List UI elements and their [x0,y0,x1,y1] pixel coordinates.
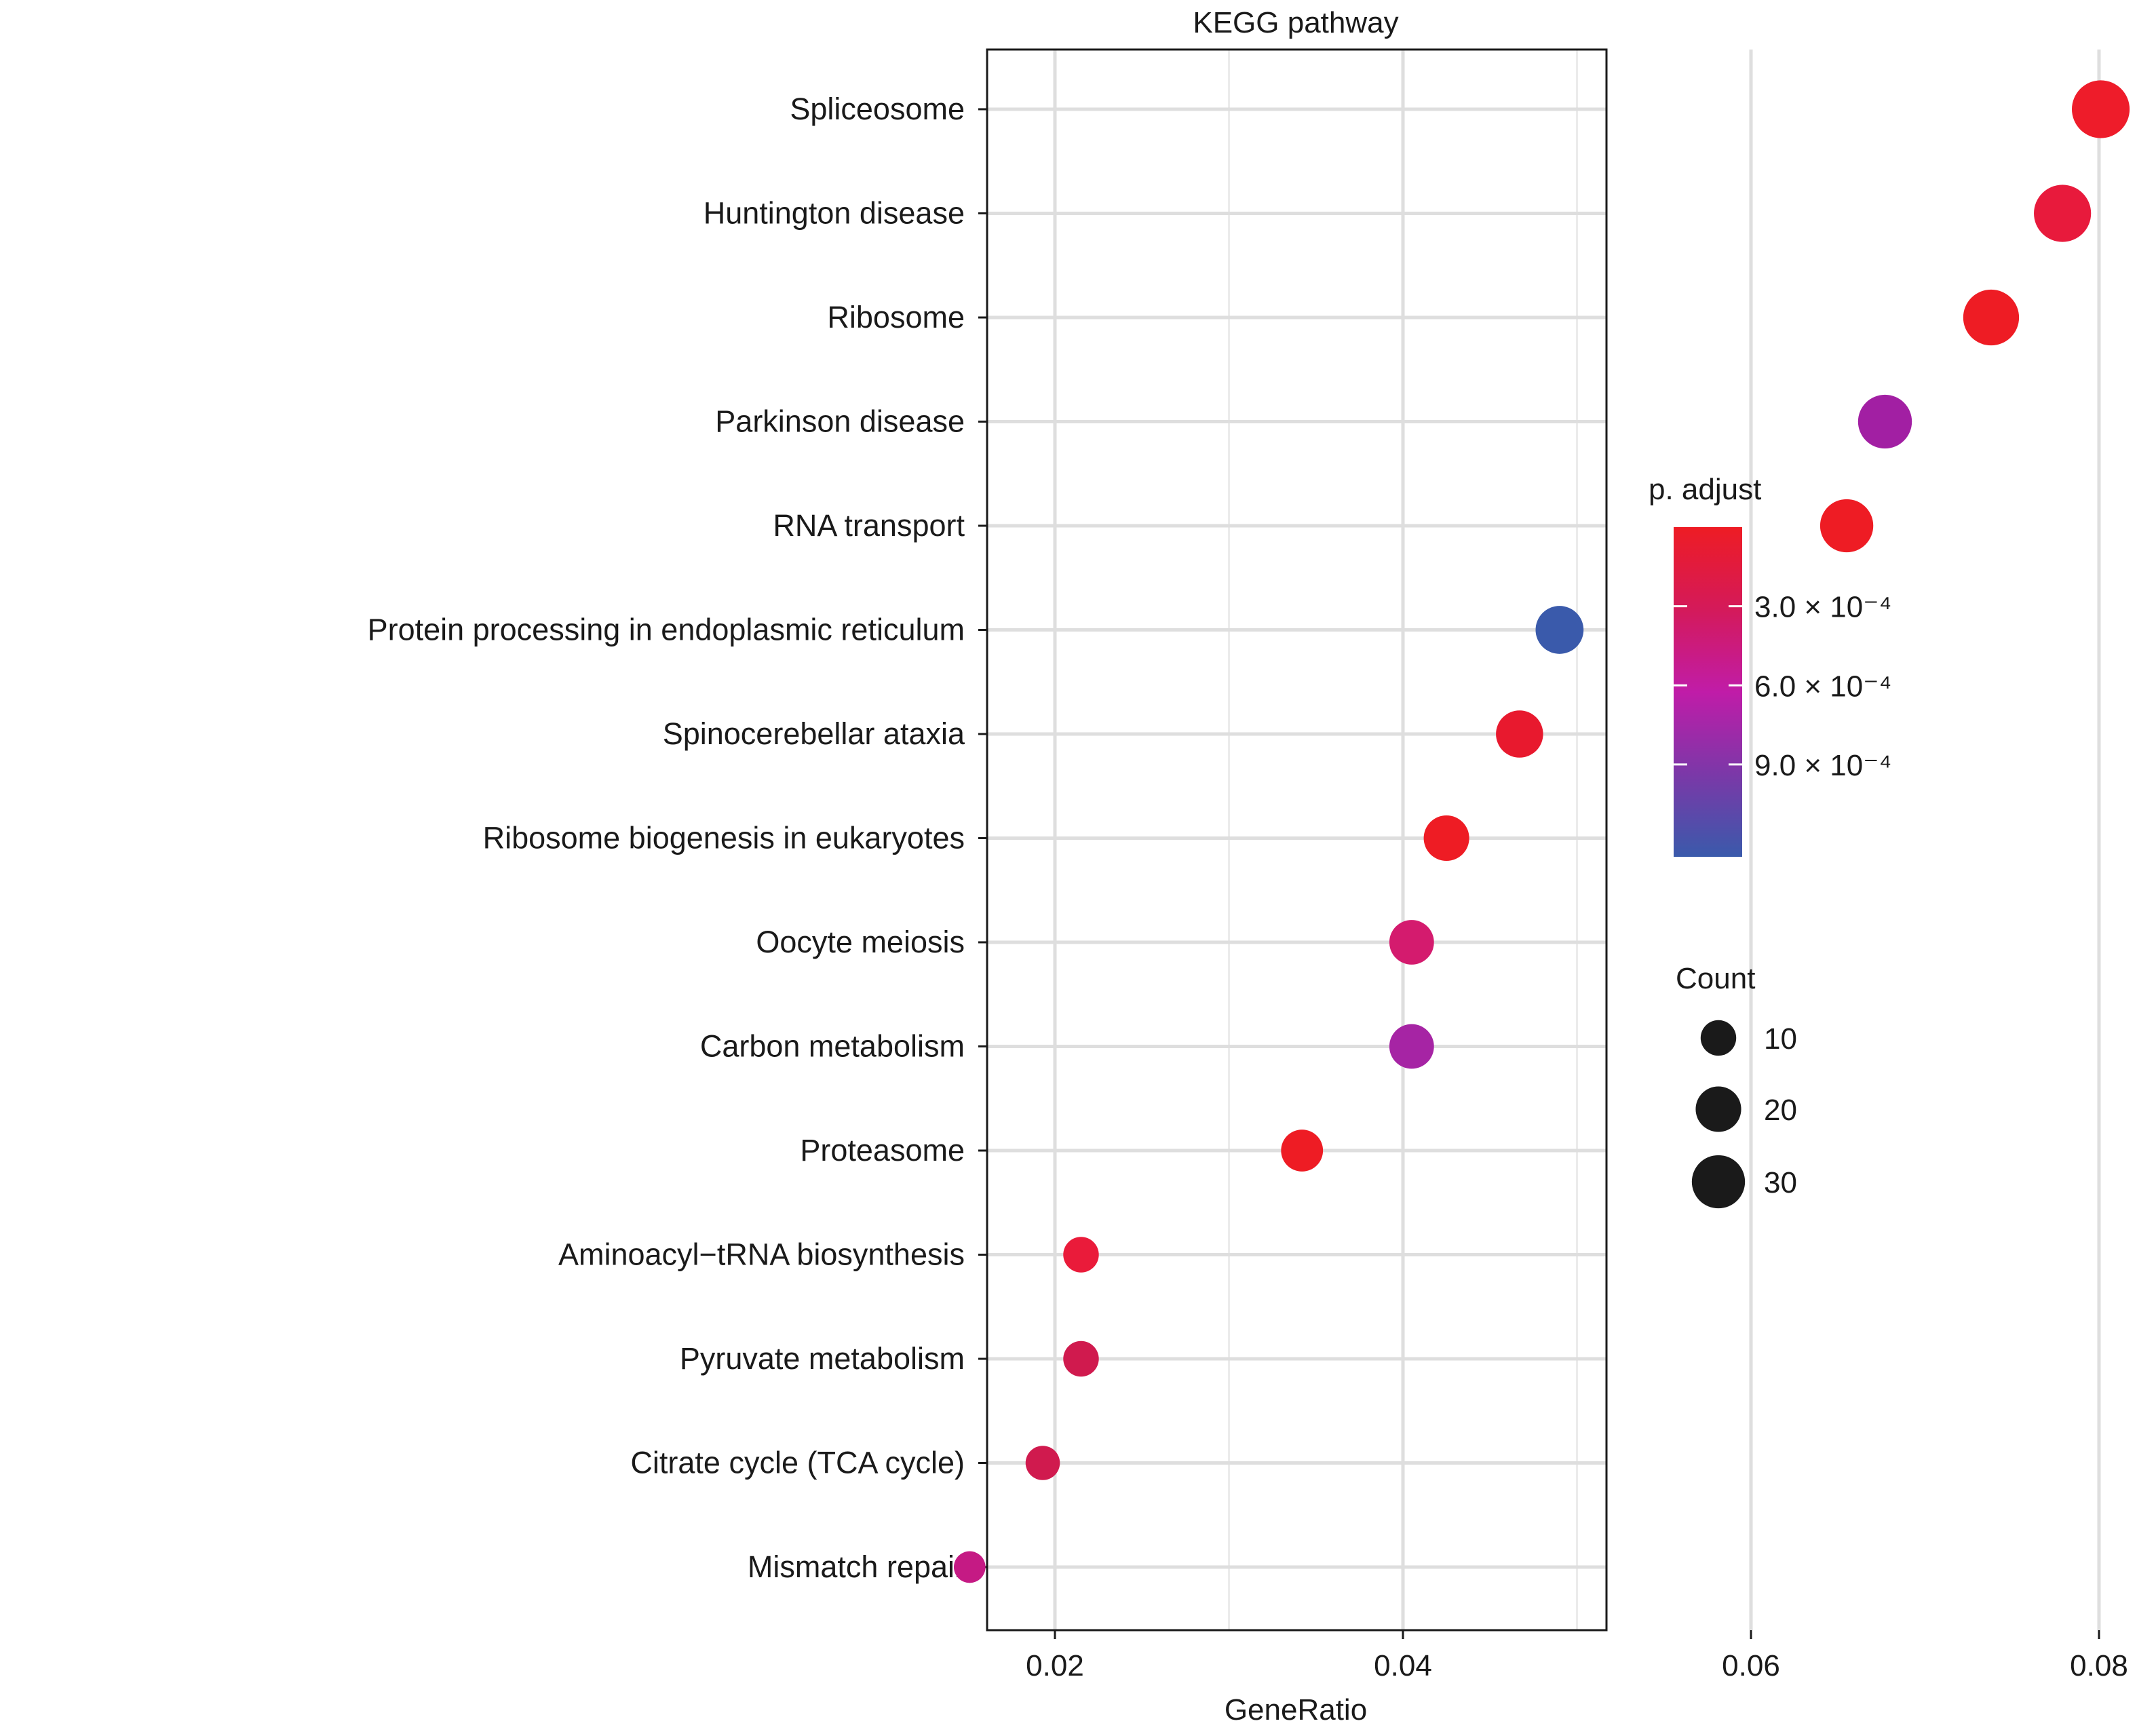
data-point: Spinocerebellar ataxia [1496,710,1543,758]
y-tick-label: Huntington disease [704,196,965,231]
color-legend-label: 6.0 × 10⁻⁴ [1754,670,1891,703]
data-point: Ribosome [1963,289,2020,346]
data-point: Ribosome biogenesis in eukaryotes [1423,815,1469,862]
y-tick-label: Oocyte meiosis [756,925,965,959]
data-point: Protein processing in endoplasmic reticu… [1535,606,1584,654]
size-legend-dot [1691,1155,1746,1209]
size-legend-title: Count [1676,962,1755,995]
color-legend-title: p. adjust [1649,473,1761,506]
x-axis-label: GeneRatio [1225,1693,1367,1727]
color-legend: p. adjust 3.0 × 10⁻⁴ 6.0 × 10⁻⁴ 9.0 × 10⁻⁴ [1649,473,1891,857]
plot-frame [986,48,1608,1632]
color-legend-label: 3.0 × 10⁻⁴ [1754,591,1891,624]
y-tick-label: Aminoacyl−tRNA biosynthesis [558,1237,965,1272]
data-point: Parkinson disease [1857,394,1912,449]
data-point: Oocyte meiosis [1389,920,1434,965]
y-tick-label: Parkinson disease [715,404,965,439]
size-legend-label: 10 [1764,1022,1797,1056]
x-axis: 0.02 0.04 0.06 0.08 [1026,1630,2128,1682]
data-point: Huntington disease [2034,185,2092,242]
data-point: Citrate cycle (TCA cycle) [1025,1446,1060,1480]
y-tick-label: RNA transport [773,508,965,543]
data-point: Carbon metabolism [1389,1024,1434,1069]
data-point: Pyruvate metabolism [1063,1340,1099,1377]
data-point: Spliceosome [2072,80,2130,138]
size-legend-label: 30 [1764,1166,1797,1199]
size-legend-dot [1700,1020,1737,1056]
y-axis: Spliceosome Huntington disease Ribosome Par… [368,92,987,1584]
x-tick-label: 0.06 [1722,1649,1780,1682]
data-point: Aminoacyl−tRNA biosynthesis [1063,1237,1099,1273]
y-tick-label: Citrate cycle (TCA cycle) [630,1446,965,1480]
grid [987,50,2101,1630]
data-point: Mismatch repair [953,1551,986,1583]
color-legend-bar [1674,527,1742,857]
size-legend: Count 10 20 30 [1676,962,1797,1209]
data-point: RNA transport [1820,499,1874,553]
y-tick-label: Pyruvate metabolism [680,1341,965,1376]
x-tick-label: 0.04 [1374,1649,1432,1682]
x-tick-label: 0.08 [2070,1649,2128,1682]
x-tick-label: 0.02 [1026,1649,1084,1682]
y-tick-label: Spliceosome [790,92,965,126]
size-legend-label: 20 [1764,1094,1797,1127]
y-tick-label: Proteasome [800,1133,965,1168]
color-legend-label: 9.0 × 10⁻⁴ [1754,749,1891,782]
y-tick-label: Carbon metabolism [700,1029,965,1064]
chart-title: KEGG pathway [1193,6,1398,39]
y-tick-label: Ribosome biogenesis in eukaryotes [483,821,965,855]
data-point: Proteasome [1281,1130,1324,1172]
y-tick-label: Spinocerebellar ataxia [663,716,965,751]
y-tick-label: Protein processing in endoplasmic reticu… [368,613,965,647]
y-tick-label: Ribosome [827,300,965,334]
y-tick-label: Mismatch repair [748,1549,965,1584]
size-legend-dot [1695,1086,1741,1132]
